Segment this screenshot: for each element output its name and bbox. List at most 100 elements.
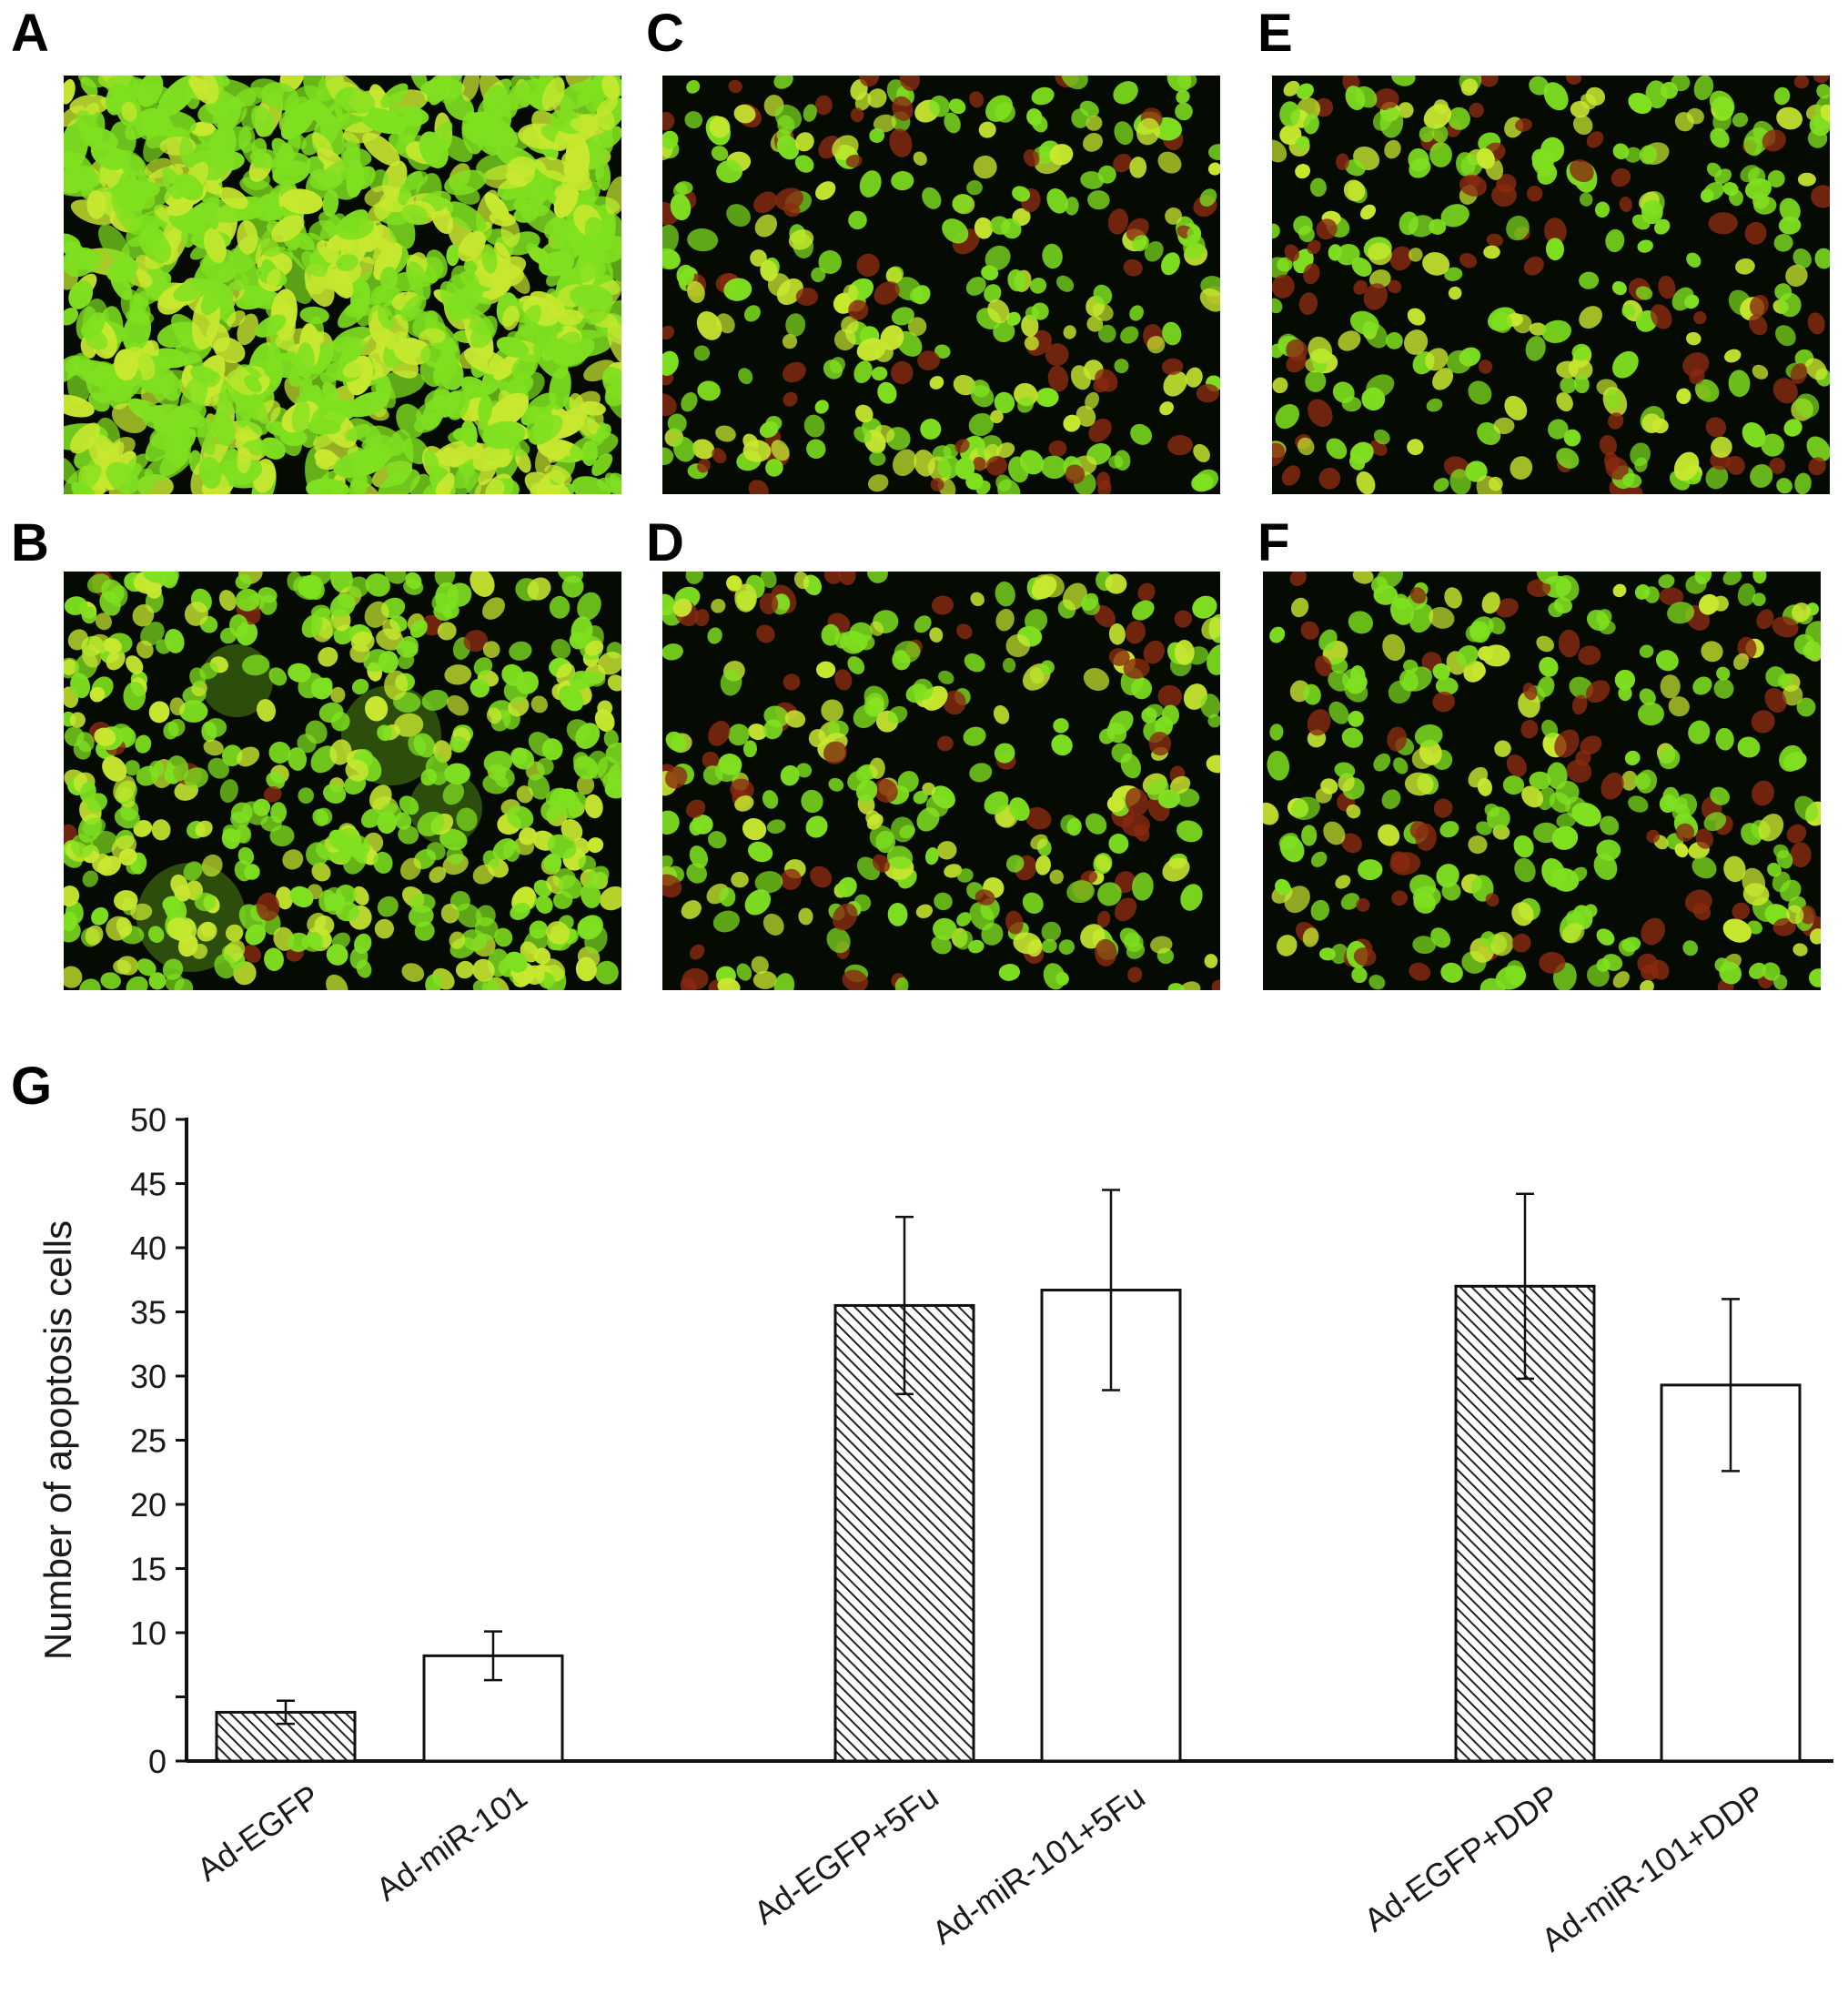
apoptotic-cell	[1108, 648, 1130, 666]
live-cell	[1635, 286, 1653, 300]
live-cell	[937, 455, 960, 480]
live-cell	[64, 233, 81, 254]
live-cell	[130, 903, 153, 921]
live-cell	[511, 354, 539, 380]
live-cell	[1773, 233, 1793, 252]
apoptotic-cell	[1491, 183, 1517, 207]
live-cell	[1206, 754, 1220, 774]
live-cell	[1594, 201, 1611, 218]
live-cell	[79, 781, 96, 804]
apoptotic-cell	[1527, 579, 1551, 598]
apoptotic-cell	[686, 799, 706, 818]
live-cell	[553, 185, 579, 218]
live-cell	[100, 972, 121, 989]
apoptotic-cell	[1646, 829, 1660, 844]
live-cell	[670, 193, 692, 221]
live-cell	[419, 131, 449, 168]
live-cell	[681, 392, 698, 412]
live-cell	[711, 598, 726, 613]
live-cell	[1541, 719, 1559, 738]
apoptotic-cell	[1409, 962, 1431, 981]
live-cell	[575, 957, 597, 982]
live-cell	[968, 939, 985, 954]
live-cell	[584, 640, 604, 656]
apoptotic-cell	[1373, 88, 1399, 111]
live-cell	[1390, 597, 1414, 625]
live-cell	[948, 98, 966, 115]
live-cell	[587, 865, 610, 888]
apoptotic-cell	[728, 79, 742, 94]
live-cell	[966, 179, 983, 196]
live-cell	[1063, 414, 1081, 432]
live-cell	[237, 220, 258, 255]
live-cell	[348, 471, 368, 494]
y-tick-label: 0	[148, 1743, 167, 1780]
live-cell	[1444, 267, 1463, 281]
live-cell	[1468, 766, 1489, 788]
live-cell	[847, 770, 868, 791]
live-cell	[1537, 676, 1555, 698]
apoptotic-cell	[1284, 244, 1299, 262]
apoptotic-cell	[832, 903, 858, 931]
micrograph-b-canvas	[64, 572, 621, 990]
live-cell	[1561, 923, 1585, 944]
x-tick-label: Ad-miR-101	[369, 1777, 534, 1908]
live-cell	[425, 974, 442, 990]
live-cell	[1807, 128, 1828, 148]
live-cell	[1161, 252, 1180, 276]
live-cell	[859, 170, 882, 197]
live-cell	[510, 747, 535, 770]
micrograph-c-canvas	[662, 76, 1220, 494]
live-cell	[1169, 775, 1191, 795]
live-cell	[482, 597, 505, 620]
live-cell	[993, 320, 1015, 343]
live-cell	[1008, 797, 1030, 822]
live-cell	[114, 349, 138, 381]
live-cell	[1439, 821, 1459, 838]
apoptotic-cell	[1793, 76, 1810, 89]
live-cell	[1722, 572, 1742, 586]
live-cell	[1776, 106, 1803, 130]
live-cell	[264, 947, 284, 971]
live-cell	[1612, 971, 1630, 988]
live-cell	[662, 643, 683, 661]
live-cell	[1565, 796, 1589, 820]
live-cell	[1688, 720, 1711, 744]
live-cell	[1737, 736, 1761, 758]
apoptotic-cell	[256, 892, 280, 921]
live-cell	[1429, 142, 1452, 167]
live-cell	[493, 242, 511, 268]
live-cell	[1040, 455, 1067, 480]
live-cell	[195, 820, 213, 837]
live-cell	[964, 653, 985, 673]
live-cell	[439, 280, 466, 319]
live-cell	[118, 848, 137, 866]
live-cell	[1095, 855, 1111, 872]
live-cell	[481, 977, 500, 990]
cell-cluster	[136, 863, 246, 972]
live-cell	[77, 76, 106, 88]
live-cell	[1797, 172, 1816, 187]
live-cell	[323, 784, 347, 804]
live-cell	[1269, 724, 1284, 741]
live-cell	[1404, 772, 1434, 796]
live-cell	[377, 896, 399, 917]
live-cell	[276, 886, 293, 910]
y-tick-label: 10	[130, 1614, 167, 1652]
live-cell	[533, 947, 551, 965]
apoptotic-cell	[263, 785, 282, 803]
apoptotic-cell	[899, 76, 920, 92]
live-cell	[266, 268, 281, 288]
live-cell	[446, 694, 470, 716]
apoptotic-cell	[1495, 598, 1519, 618]
live-cell	[989, 216, 1011, 235]
live-cell	[672, 436, 696, 462]
live-cell	[801, 789, 823, 814]
live-cell	[345, 835, 370, 859]
live-cell	[1049, 869, 1064, 885]
live-cell	[875, 830, 896, 854]
live-cell	[1056, 275, 1075, 292]
live-cell	[350, 631, 375, 653]
live-cell	[1108, 710, 1134, 735]
apoptotic-cell	[665, 766, 688, 789]
